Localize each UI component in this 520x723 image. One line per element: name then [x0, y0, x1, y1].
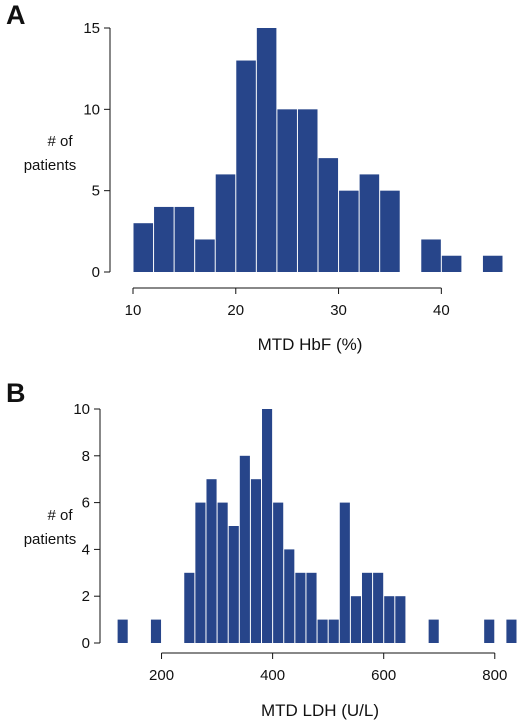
x-tick-label-a-30: 30	[330, 302, 347, 319]
x-tick-label-a-20: 20	[227, 302, 244, 319]
bar-a-18	[215, 174, 236, 272]
bar-b-540	[350, 596, 361, 643]
bar-b-780	[484, 619, 495, 643]
bar-b-120	[117, 619, 128, 643]
panel-label-a: A	[6, 0, 26, 30]
bar-b-440	[295, 572, 306, 643]
y-tick-label-b-0: 0	[82, 635, 90, 652]
y-tick-label-b-6: 6	[82, 495, 90, 512]
bar-a-38	[421, 239, 441, 272]
y-axis-label-line2-a: patients	[24, 157, 77, 174]
x-tick-label-a-40: 40	[433, 302, 450, 319]
y-axis-label-line2-b: patients	[24, 531, 77, 548]
y-tick-label-a-15: 15	[83, 20, 100, 37]
histogram-panel-b: B # of patients 0 2 4 6 8 10 200 400 600 800 MTD…	[6, 378, 517, 720]
y-axis-b: 0 2 4 6 8 10	[73, 401, 101, 652]
bar-b-180	[150, 619, 162, 643]
bar-b-260	[195, 502, 206, 643]
y-tick-label-a-10: 10	[83, 101, 100, 118]
y-tick-label-b-2: 2	[82, 588, 90, 605]
bar-a-20	[236, 60, 256, 273]
x-axis-title-b: MTD LDH (U/L)	[261, 701, 379, 720]
bar-b-480	[317, 619, 328, 643]
x-tick-label-b-600: 600	[371, 667, 396, 684]
x-tick-label-b-800: 800	[482, 667, 507, 684]
x-axis-b: 200 400 600 800	[149, 652, 507, 684]
bar-a-12	[154, 206, 174, 272]
bar-a-44	[482, 255, 503, 272]
histogram-panel-a: A # of patients 0 5 10 15 10 20 30 40 MTD HbF …	[6, 0, 503, 354]
bar-a-22	[256, 28, 277, 272]
bar-a-30	[339, 190, 359, 272]
bar-b-380	[262, 409, 273, 643]
bar-b-600	[384, 596, 395, 643]
x-axis-a: 10 20 30 40	[125, 287, 450, 319]
bars-a	[133, 28, 503, 273]
bar-a-10	[133, 223, 154, 272]
bar-a-24	[277, 109, 297, 272]
bar-b-400	[273, 502, 284, 643]
x-axis-title-a: MTD HbF (%)	[258, 335, 363, 354]
bar-a-32	[359, 174, 380, 272]
y-axis-label-line1-b: # of	[47, 507, 73, 524]
x-tick-label-a-10: 10	[125, 302, 142, 319]
bar-b-320	[228, 526, 239, 643]
bar-a-16	[195, 239, 215, 272]
bar-b-240	[184, 572, 195, 643]
x-tick-label-b-400: 400	[260, 667, 285, 684]
y-tick-label-b-8: 8	[82, 448, 90, 465]
bars-b	[117, 409, 517, 643]
y-tick-label-a-0: 0	[92, 264, 100, 281]
bar-b-820	[506, 619, 517, 643]
bar-b-580	[373, 572, 384, 643]
bar-b-280	[206, 479, 217, 643]
bar-b-680	[428, 619, 439, 643]
y-axis-a: 0 5 10 15	[83, 20, 111, 281]
panel-label-b: B	[6, 378, 26, 408]
bar-b-560	[361, 572, 373, 643]
bar-b-460	[306, 572, 317, 643]
y-axis-label-line1-a: # of	[47, 133, 73, 150]
bar-a-14	[174, 206, 195, 272]
y-tick-label-b-4: 4	[82, 541, 90, 558]
bar-b-500	[328, 619, 339, 643]
bar-b-620	[395, 596, 406, 643]
y-tick-label-a-5: 5	[92, 183, 100, 200]
bar-b-520	[339, 502, 350, 643]
bar-b-420	[284, 549, 295, 643]
bar-b-360	[250, 479, 262, 643]
bar-a-40	[441, 255, 462, 272]
x-tick-label-b-200: 200	[149, 667, 174, 684]
bar-a-34	[380, 190, 400, 272]
bar-a-28	[318, 158, 339, 272]
y-tick-label-b-10: 10	[73, 401, 90, 418]
bar-b-300	[217, 502, 228, 643]
bar-a-26	[297, 109, 318, 272]
bar-b-340	[239, 455, 250, 643]
